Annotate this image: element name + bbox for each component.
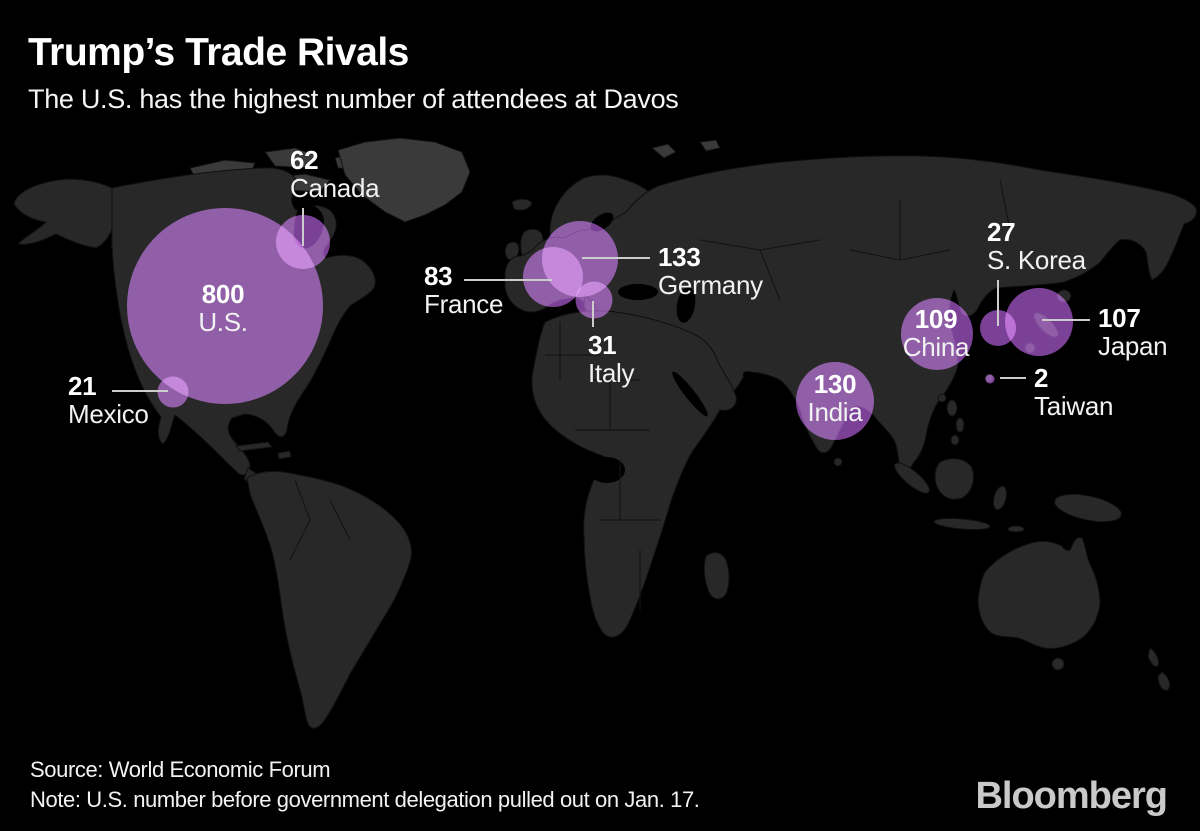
bubble-country-germany: Germany xyxy=(658,270,763,300)
landmass-alaska xyxy=(13,178,113,249)
gulf-of-guinea xyxy=(589,457,625,483)
bubble-country-canada: Canada xyxy=(290,173,380,203)
red-sea xyxy=(672,371,708,417)
bubble-value-japan: 107 xyxy=(1098,303,1141,333)
bubble-label-china: 109 China xyxy=(902,304,970,362)
bubble-label-india: 130 India xyxy=(808,370,863,426)
black-sea xyxy=(618,284,658,300)
bubble-value-mexico: 21 xyxy=(68,371,97,401)
bubble-label-canada: 62 Canada xyxy=(290,145,380,203)
landmass-philippines xyxy=(955,417,965,433)
landmass-lesser-sunda xyxy=(1007,525,1025,533)
bubble-value-taiwan: 2 xyxy=(1034,363,1049,393)
landmass-sumatra xyxy=(894,462,930,494)
bubble-taiwan xyxy=(985,374,995,384)
landmass-iceland xyxy=(511,198,533,211)
bubble-country-japan: Japan xyxy=(1098,331,1168,361)
landmass-australia xyxy=(977,537,1101,649)
landmass-madagascar xyxy=(703,552,730,600)
landmass-java xyxy=(933,517,991,531)
chart-header: Trump’s Trade Rivals The U.S. has the hi… xyxy=(28,30,679,115)
landmass-tasmania xyxy=(1051,657,1065,671)
landmass-hainan xyxy=(937,393,947,403)
bubble-india xyxy=(796,362,874,440)
bubble-value-france: 83 xyxy=(424,261,453,291)
landmass-cuba xyxy=(235,441,273,452)
bubble-country-india: India xyxy=(807,397,863,427)
bubble-label-skorea: 27 S. Korea xyxy=(987,218,1086,274)
bubble-label-italy: 31 Italy xyxy=(588,331,634,387)
bubble-label-us: 800 U.S. xyxy=(198,279,248,337)
bubble-country-us: U.S. xyxy=(198,307,248,337)
landmass-franz-josef xyxy=(699,139,721,152)
bubble-country-mexico: Mexico xyxy=(68,399,149,429)
bubble-label-taiwan: 2 Taiwan xyxy=(1034,364,1113,420)
bubble-us xyxy=(127,208,323,404)
bubble-label-japan: 107 Japan xyxy=(1098,303,1168,361)
bubble-mexico xyxy=(157,376,189,408)
bubble-china xyxy=(901,298,973,370)
bubble-label-germany: 133 Germany xyxy=(658,243,763,299)
landmass-new-zealand xyxy=(1147,647,1159,667)
landmass-svalbard xyxy=(650,143,677,159)
landmass-sulawesi xyxy=(992,485,1008,511)
landmass-sri-lanka xyxy=(833,457,843,467)
caspian-sea xyxy=(676,287,696,323)
landmass-philippines xyxy=(946,399,958,417)
country-borders xyxy=(111,179,1011,610)
bubble-germany xyxy=(542,221,618,297)
leader-line-layer xyxy=(112,208,1090,392)
landmass-borneo xyxy=(934,458,975,500)
landmass-south-america xyxy=(246,470,413,729)
bubble-value-germany: 133 xyxy=(658,242,701,272)
bubble-country-france: France xyxy=(424,289,504,319)
bubble-label-mexico: 21 Mexico xyxy=(68,372,149,428)
landmass-hispaniola xyxy=(277,450,292,460)
landmass-greenland xyxy=(337,137,471,223)
bubble-value-italy: 31 xyxy=(588,330,617,360)
landmass-canadian-arctic xyxy=(264,147,316,169)
bubble-label-france: 83 France xyxy=(424,262,503,318)
bubble-country-taiwan: Taiwan xyxy=(1034,391,1114,421)
bubble-country-skorea: S. Korea xyxy=(987,245,1086,275)
bubble-italy xyxy=(575,281,613,319)
bubble-country-china: China xyxy=(902,332,970,362)
bubble-value-china: 109 xyxy=(914,304,958,334)
bubble-value-canada: 62 xyxy=(290,145,319,175)
chart-footer: Source: World Economic Forum Note: U.S. … xyxy=(30,755,700,815)
bubble-japan xyxy=(1005,288,1073,356)
landmass-new-zealand xyxy=(1157,671,1171,691)
bubble-country-italy: Italy xyxy=(588,358,635,388)
note-text: Note: U.S. number before government dele… xyxy=(30,787,700,812)
bubble-value-india: 130 xyxy=(813,369,857,399)
chart-subtitle: The U.S. has the highest number of atten… xyxy=(28,84,679,114)
landmass-new-guinea xyxy=(1054,493,1122,523)
chart-title: Trump’s Trade Rivals xyxy=(28,31,409,74)
persian-gulf xyxy=(742,371,762,385)
bloomberg-logo: Bloomberg xyxy=(975,775,1168,817)
bubble-value-skorea: 27 xyxy=(987,217,1016,247)
bubble-value-us: 800 xyxy=(201,279,245,309)
source-text: Source: World Economic Forum xyxy=(30,757,331,782)
landmass-philippines xyxy=(950,434,960,446)
